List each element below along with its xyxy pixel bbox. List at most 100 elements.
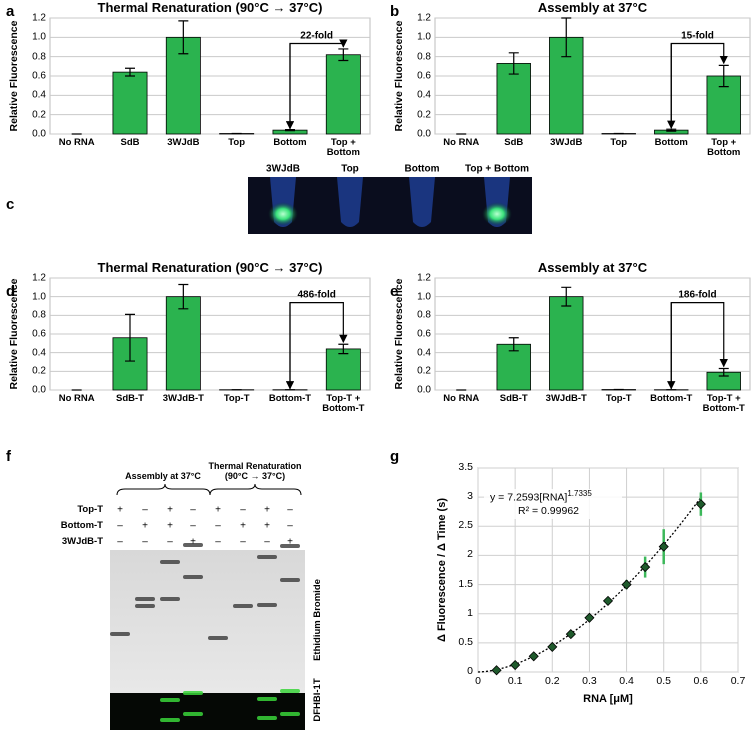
error-bar: [125, 67, 135, 77]
y-axis-label: Δ Fluorescence / Δ Time (s): [435, 498, 448, 642]
data-point: [602, 595, 614, 606]
y-tick-label: 0.0: [417, 384, 431, 396]
equation-box: [484, 489, 622, 519]
gel-lane-sign: +: [167, 504, 173, 516]
data-point: [528, 651, 539, 662]
x-tick-label: SdB-T: [499, 393, 528, 404]
x-tick-label: Bottom-T: [650, 393, 693, 404]
tube-label: 3WJdB: [266, 163, 300, 175]
fold-annotation: 186-fold: [678, 289, 717, 301]
panel-letter: c: [6, 195, 15, 213]
y-tick-label: 3.5: [458, 461, 473, 474]
panel-letter: f: [6, 447, 11, 465]
error-bar: [338, 48, 349, 62]
tube-photo: [248, 177, 532, 234]
x-tick-label: 0.3: [582, 675, 597, 688]
gel-band: [135, 597, 155, 601]
gel-lane-sign: –: [287, 504, 293, 516]
bar: [496, 343, 531, 391]
x-tick-label: Top + Bottom: [707, 137, 741, 159]
y-tick-label: 0.6: [32, 328, 46, 340]
gel-row-label: Bottom-T: [60, 519, 103, 531]
y-tick-label: 1: [467, 606, 473, 619]
gel-band-fluorescent: [160, 698, 180, 702]
y-tick-label: 0.8: [32, 309, 46, 321]
gel-lane-sign: –: [287, 520, 293, 532]
stain-label: Ethidium Bromide: [311, 579, 323, 661]
x-tick-label: 0.4: [619, 675, 634, 688]
gel-band-fluorescent: [183, 691, 203, 695]
fit-equation: y = 7.2593[RNA]1.7335: [490, 488, 592, 504]
y-tick-label: 1.2: [417, 12, 431, 24]
error-bar: [178, 283, 189, 310]
data-point: [565, 629, 576, 640]
group-brace: [209, 483, 302, 496]
error-bar: [285, 129, 295, 132]
gel-lane-sign: –: [215, 520, 221, 532]
data-point: [584, 612, 595, 623]
gel-band: [183, 543, 203, 547]
y-tick-label: 1.2: [417, 272, 431, 284]
fold-annotation: 486-fold: [297, 289, 336, 301]
gel-ethidium: [110, 550, 305, 693]
gel-lane-sign: –: [215, 536, 221, 548]
gel-lane-sign: +: [264, 504, 270, 516]
x-tick-label: SdB: [120, 137, 140, 148]
x-tick-label: Top-T + Bottom-T: [322, 393, 365, 415]
bar: [325, 348, 361, 391]
panel-letter: a: [6, 2, 15, 20]
gel-band: [160, 597, 180, 601]
equation-exponent: 1.7335: [567, 488, 592, 498]
x-tick-label: 3WJdB: [550, 137, 583, 148]
gel-lane-sign: +: [287, 536, 293, 548]
x-tick-label: 0.2: [544, 675, 560, 688]
error-bar: [508, 337, 519, 352]
x-tick-label: No RNA: [58, 137, 95, 148]
fold-annotation: 22-fold: [300, 30, 334, 42]
data-point: [547, 641, 558, 653]
x-tick-label: Top + Bottom: [326, 137, 360, 159]
gel-band-fluorescent: [280, 689, 300, 693]
error-bar: [125, 313, 135, 362]
x-tick-label: 3WJdB-T: [162, 393, 204, 404]
tube-label: Bottom: [404, 163, 440, 175]
fluorescence-glow: [482, 202, 512, 226]
gel-lane-sign: +: [190, 536, 196, 548]
gel-band-fluorescent: [183, 712, 203, 716]
data-point: [658, 541, 669, 552]
x-tick-label: Top: [610, 137, 628, 148]
y-tick-label: 0.8: [417, 51, 431, 63]
x-tick-label: Bottom: [654, 137, 688, 148]
y-tick-label: 0.2: [32, 109, 46, 121]
y-tick-label: 0.5: [458, 636, 473, 649]
gel-band-fluorescent: [257, 697, 277, 701]
x-tick-label: SdB: [504, 137, 524, 148]
y-axis-label: Relative Fluorescence: [393, 20, 406, 132]
x-tick-label: 0.5: [656, 675, 672, 688]
x-tick-label: Top: [228, 137, 246, 148]
fluorescence-glow: [268, 202, 298, 226]
error-bar: [338, 343, 349, 355]
y-tick-label: 1.0: [32, 31, 46, 43]
gel-row-label: Top-T: [77, 503, 103, 515]
gel-band: [257, 603, 277, 607]
bar: [549, 296, 584, 391]
data-point: [491, 665, 502, 676]
gel-band-fluorescent: [160, 718, 180, 722]
x-tick-label: 0.6: [693, 675, 709, 688]
y-axis-label: Relative Fluorescence: [8, 278, 21, 390]
y-tick-label: 0.4: [417, 89, 431, 101]
tube-label: Top + Bottom: [465, 163, 529, 175]
gel-lane-sign: –: [240, 504, 246, 516]
error-bar: [561, 17, 572, 58]
y-tick-label: 0.8: [32, 51, 46, 63]
data-point: [621, 579, 632, 590]
gel-lane-sign: –: [190, 520, 196, 532]
y-tick-label: 0.2: [417, 365, 431, 377]
x-tick-label: 0.1: [507, 675, 523, 688]
error-bar: [666, 128, 677, 132]
group-brace: [116, 483, 211, 496]
y-tick-label: 1.0: [417, 31, 431, 43]
fold-annotation: 15-fold: [681, 30, 714, 42]
